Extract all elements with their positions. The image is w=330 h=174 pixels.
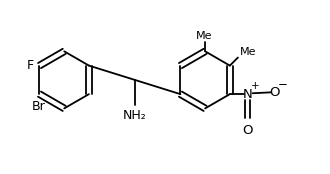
Text: N: N <box>243 88 252 101</box>
Text: NH₂: NH₂ <box>123 109 147 122</box>
Text: −: − <box>278 78 287 91</box>
Text: +: + <box>251 81 260 91</box>
Text: Br: Br <box>32 100 46 113</box>
Text: F: F <box>27 59 34 72</box>
Text: Me: Me <box>240 47 256 57</box>
Text: O: O <box>269 86 280 99</box>
Text: Me: Me <box>196 31 213 41</box>
Text: O: O <box>243 124 253 137</box>
